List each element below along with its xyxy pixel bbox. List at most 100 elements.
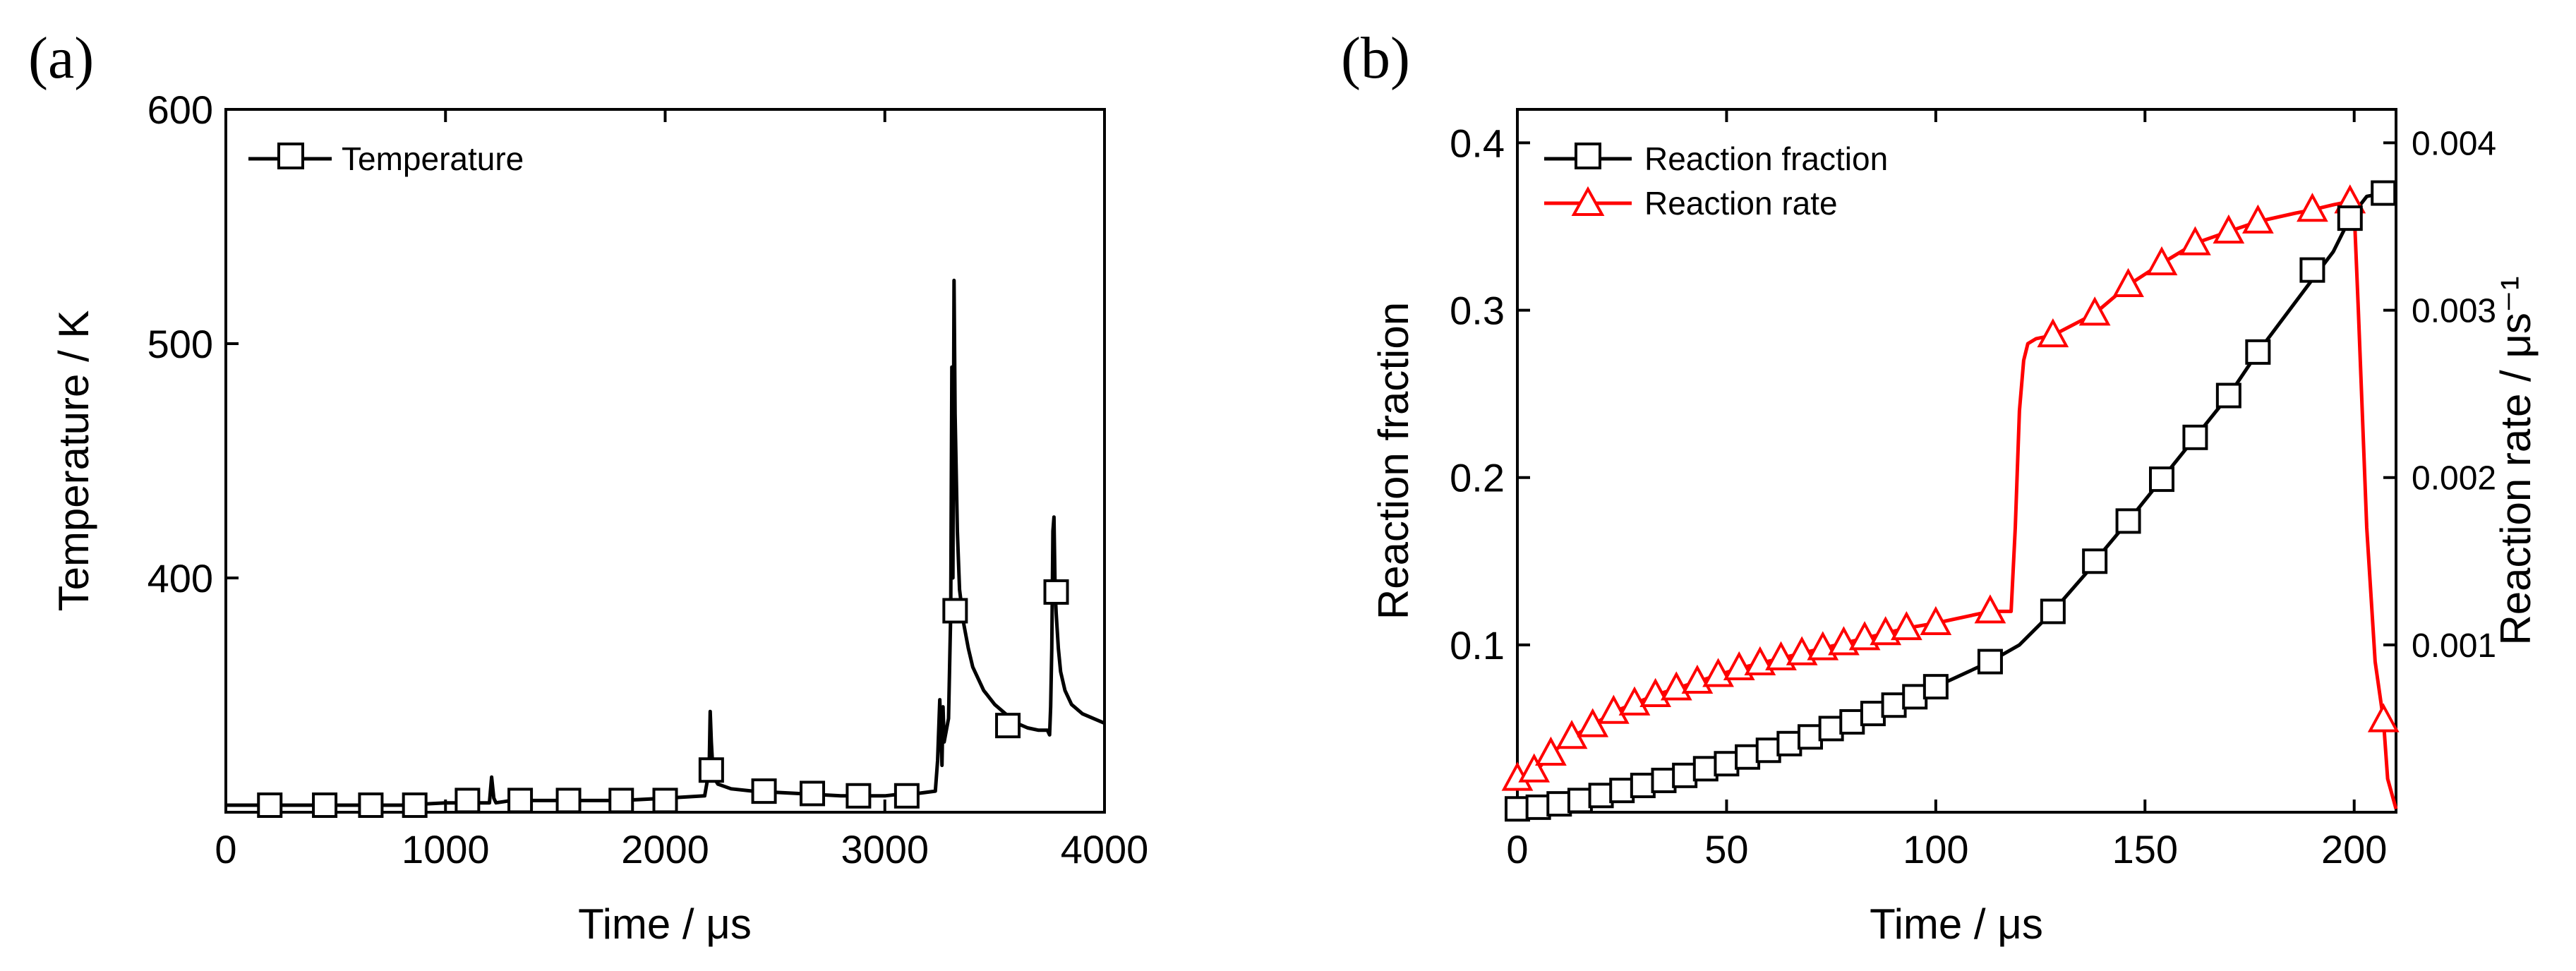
reaction-fraction-marker [1922,674,1949,700]
panel-a-x-tick-label: 3000 [841,827,929,872]
reaction-fraction-marker [1630,773,1656,799]
reaction-fraction-marker [2082,548,2108,574]
reaction-fraction-marker [1977,649,2003,675]
panel-b-markers [1501,180,2400,822]
reaction-rate-marker [1518,753,1551,783]
temperature-line [226,278,1105,807]
panel-a-series [226,278,1105,807]
reaction-rate-marker [2241,204,2274,234]
legend-reaction-rate-marker [1571,186,1605,216]
panel-a-y-ticks: 400 500 600 [148,88,239,601]
legend-reaction-fraction-label: Reaction fraction [1644,140,1888,177]
panel-b-y2-ticks: 0.001 0.002 0.003 0.004 [2383,125,2496,665]
panel-a: (a) 0 1000 2000 3000 4000 400 500 600 Temperat… [28,25,1148,948]
reaction-fraction-marker [1818,716,1844,742]
reaction-fraction-marker [2299,257,2325,283]
panel-b-y2-tick-label: 0.001 [2412,627,2496,665]
panel-b-y2-axis-title: Reaction rate / μs⁻¹ [2492,276,2539,645]
temperature-marker [312,792,338,819]
reaction-rate-marker [1618,686,1651,716]
reaction-fraction-marker [1588,783,1614,809]
panel-a-x-tick-label: 4000 [1061,827,1149,872]
panel-b-x-axis-title: Time / μs [1870,900,2043,948]
panel-b-y-axis-title: Reaction fraction [1370,302,1417,620]
panel-b-x-tick-label: 50 [1704,827,1748,872]
panel-a-x-axis-title: Time / μs [578,900,752,948]
panel-a-plot-frame [224,108,1106,814]
temperature-marker [358,792,384,819]
reaction-fraction-marker [1672,762,1698,788]
panel-b-label: (b) [1341,25,1410,91]
temperature-marker [455,788,481,814]
temperature-marker [942,598,968,624]
reaction-fraction-marker [2182,424,2208,450]
reaction-fraction-marker [2215,382,2241,409]
temperature-marker [652,788,678,814]
panel-b-x-tick-label: 0 [1506,827,1528,872]
panel-b-y-ticks: 0.1 0.2 0.3 0.4 [1450,121,1530,668]
reaction-rate-marker [2367,703,2400,732]
reaction-rate-marker [2297,193,2328,222]
reaction-fraction-marker [1735,744,1761,770]
temperature-marker [845,783,872,809]
temperature-marker [800,780,826,807]
reaction-rate-marker [1920,605,1952,636]
reaction-rate-marker [2112,267,2144,297]
panel-a-x-ticks: 0 1000 2000 3000 4000 [215,109,1148,872]
panel-a-x-tick-label: 2000 [621,827,709,872]
reaction-fraction-marker [1881,692,1907,718]
panel-b-y2-tick-label: 0.003 [2412,293,2496,330]
reaction-rate-marker [2145,246,2178,276]
reaction-fraction-marker [1860,701,1886,727]
panel-b-y-tick-label: 0.2 [1450,456,1505,500]
temperature-marker [402,792,428,819]
panel-a-label: (a) [28,25,94,91]
legend-reaction-rate-label: Reaction rate [1644,185,1838,222]
panel-b-y-tick-label: 0.4 [1450,121,1505,165]
reaction-fraction-marker [2115,508,2141,534]
reaction-rate-marker [2213,214,2245,244]
panel-b-x-tick-label: 100 [1903,827,1968,872]
reaction-fraction-marker [1755,737,1781,764]
reaction-fraction-marker [1714,751,1740,777]
reaction-fraction-marker [2371,180,2397,206]
panel-b-legend: Reaction fraction Reaction rate [1544,140,1888,222]
reaction-fraction-marker [2245,339,2271,365]
reaction-fraction-marker [2040,598,2066,625]
panel-a-y-tick-label: 500 [148,322,213,366]
reaction-fraction-marker [1651,767,1677,793]
reaction-rate-marker [1597,694,1630,724]
temperature-marker [1043,579,1069,605]
reaction-rate-marker [1890,610,1922,641]
panel-b-y2-tick-label: 0.004 [2412,125,2496,162]
panel-a-x-tick-label: 1000 [402,827,490,872]
panel-b-y2-tick-label: 0.002 [2412,460,2496,497]
reaction-fraction-marker [1546,791,1572,817]
reaction-rate-marker [2179,226,2211,255]
reaction-fraction-marker [1505,796,1530,822]
legend-temperature-label: Temperature [342,140,524,177]
panel-b-x-ticks: 0 50 100 150 200 [1506,109,2387,872]
panel-b-series [1516,191,2398,811]
reaction-fraction-marker [1798,724,1823,750]
panel-b-x-tick-label: 200 [2321,827,2387,872]
reaction-rate-marker [2037,318,2069,348]
reaction-rate-line [1516,199,2398,809]
reaction-rate-marker [1535,736,1567,766]
panel-a-y-tick-label: 600 [148,88,213,132]
reaction-fraction-marker [1525,794,1551,820]
panel-b-y-tick-label: 0.1 [1450,623,1505,668]
panel-b: (b) 0 50 100 150 200 0.1 0.2 0.3 0.4 0.001 0.002… [1341,25,2539,948]
reaction-fraction-marker [1839,708,1865,735]
temperature-marker [893,783,920,809]
reaction-fraction-marker [1902,684,1928,710]
reaction-fraction-marker [1609,778,1635,804]
reaction-rate-marker [2078,296,2111,326]
panel-b-plot-frame [1516,108,2397,814]
panel-a-legend: Temperature [248,140,524,177]
temperature-marker [507,788,534,814]
reaction-fraction-marker [1567,788,1593,814]
panel-a-y-tick-label: 400 [148,556,213,601]
panel-a-markers [257,579,1069,819]
